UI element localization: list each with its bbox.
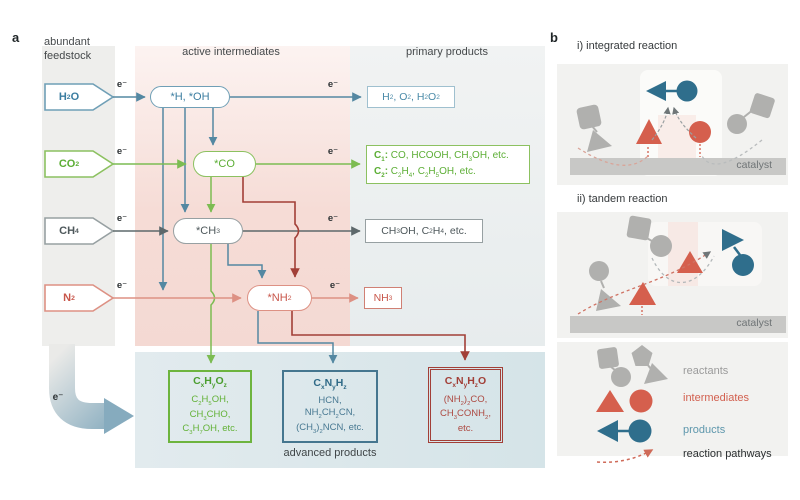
legend-intermediates-icon (596, 389, 653, 413)
intermediate-h-oh: *H, *OH (150, 86, 230, 108)
catalyst-label-1: catalyst (736, 159, 772, 171)
electron-label: e⁻ (327, 213, 339, 224)
advanced-products-caption: advanced products (283, 447, 377, 459)
catalyst-bar-1 (570, 158, 786, 175)
legend-label-products: products (683, 424, 726, 436)
electron-label: e⁻ (327, 146, 339, 157)
product-pair (646, 80, 698, 102)
intermediate-nh2: *NH 2 (247, 285, 312, 311)
electron-label: e⁻ (116, 213, 128, 224)
advanced-box-title: CxNyHzO (444, 375, 487, 390)
advanced-box-cxhyoz: CxHyOz C2H5OH, CH3CHO, C3H7OH, etc. (168, 370, 252, 443)
intermediate-shapes (636, 119, 711, 144)
advanced-box-title: CxNyHz (313, 376, 347, 391)
scene-ii-title: ii) tandem reaction (577, 193, 668, 205)
advanced-box-title: CxHyOz (193, 375, 227, 390)
product-c1-line: C1: CO, HCOOH, CH3OH, etc. (374, 150, 509, 163)
reaction-path-arrows (577, 106, 763, 166)
reactant-pair-left (576, 104, 612, 152)
intermediate-triangle-icon (629, 282, 656, 305)
feedstock-shapes (44, 83, 115, 312)
pathway-lines (113, 92, 470, 364)
intermediate-triangle-icon (636, 119, 662, 144)
ch4-pentagon (44, 217, 115, 245)
panel-a-label: a (12, 30, 20, 45)
electron-label: e⁻ (329, 280, 341, 291)
n2-pentagon (44, 284, 115, 312)
legend-glyphs (596, 345, 668, 463)
electron-flow-arrow (49, 344, 134, 434)
legend-reactants-icon (597, 345, 668, 387)
advanced-box-cxnyhz: CxNyHz HCN, NH2CH2CN, (CH3)2NCN, etc. (282, 370, 378, 443)
product-co2-row: C1: CO, HCOOH, CH3OH, etc. C2: C2H4, C2H… (366, 145, 530, 184)
product-c2-line: C2: C2H4, C2H5OH, etc. (374, 165, 476, 179)
catalyst-label-2: catalyst (736, 317, 772, 329)
product-n2-row: NH 3 (364, 287, 402, 309)
electron-label: e⁻ (116, 280, 128, 291)
electron-label: e⁻ (52, 392, 64, 403)
scene-i-title: i) integrated reaction (577, 40, 678, 52)
catalyst-bar-2 (570, 316, 786, 333)
header-feedstock: abundant feedstock (44, 36, 92, 62)
advanced-box-cxnyhzo: CxNyHzO (NH2)2CO, CH3CONH2, etc. (428, 367, 503, 443)
reactant-pair-top (626, 215, 672, 257)
legend-products-icon (597, 419, 652, 443)
tandem-reaction-shapes (577, 215, 754, 315)
legend-label-reactants: reactants (683, 365, 729, 377)
intermediate-circle-icon (689, 121, 711, 143)
legend-label-intermediates: intermediates (683, 392, 750, 404)
feedstock-co2: CO 2 (58, 158, 80, 170)
intermediate-co: *CO (193, 151, 256, 177)
feedstock-ch4: CH 4 (59, 225, 79, 237)
reactant-pair-bottom (589, 261, 621, 311)
product-triangle-icon (722, 229, 744, 251)
product-circle-icon (676, 80, 698, 102)
electron-label: e⁻ (116, 79, 128, 90)
electron-label: e⁻ (327, 79, 339, 90)
header-products: primary products (406, 46, 488, 58)
intermediate-ch3: *CH 3 (173, 218, 243, 244)
co2-pentagon (44, 150, 115, 178)
electron-label: e⁻ (116, 146, 128, 157)
product-pair (722, 229, 754, 276)
h2o-pentagon (44, 83, 115, 111)
panel-b-label: b (550, 30, 558, 45)
header-intermediates: active intermediates (182, 46, 280, 58)
legend-label-pathways: reaction pathways (683, 448, 772, 460)
product-circle-icon (732, 254, 754, 276)
reaction-path-arrows (577, 251, 715, 315)
product-triangle-icon (646, 81, 666, 101)
reactant-pair-right (727, 93, 775, 134)
integrated-reaction-shapes (576, 80, 775, 166)
